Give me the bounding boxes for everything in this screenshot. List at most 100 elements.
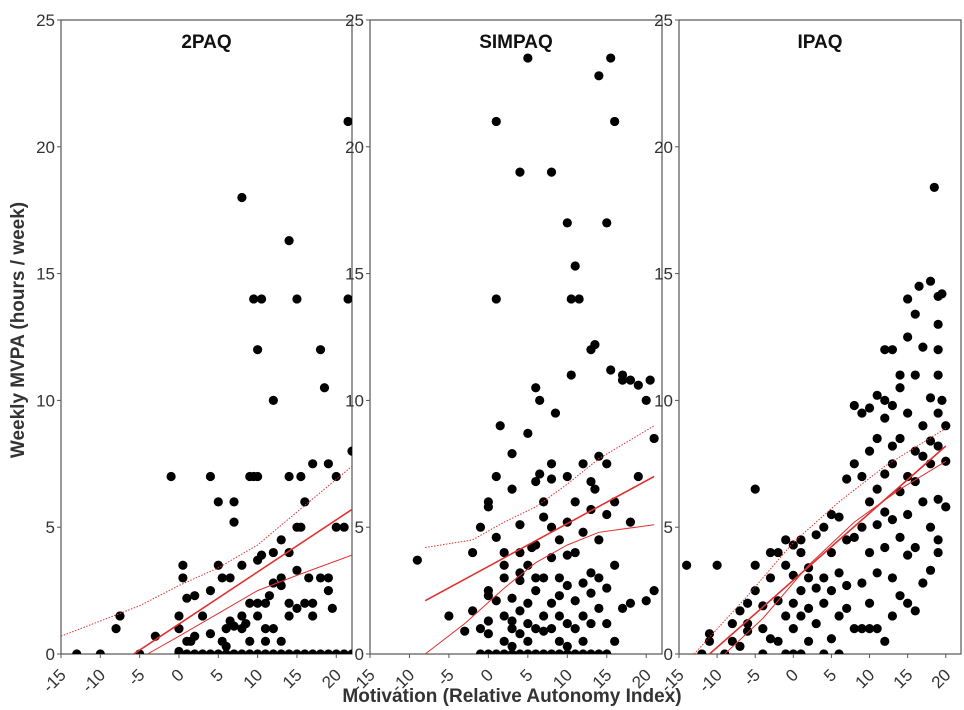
data-point <box>864 446 875 456</box>
data-point <box>315 573 326 583</box>
data-point <box>649 586 659 596</box>
data-point <box>284 649 294 654</box>
data-point <box>483 629 493 639</box>
data-point <box>578 527 588 537</box>
data-point <box>562 218 572 228</box>
data-point <box>586 588 596 598</box>
y-tick-label: 20 <box>36 138 55 157</box>
y-tick-label: 0 <box>355 645 364 664</box>
data-point <box>633 471 643 482</box>
data-point <box>937 395 947 405</box>
data-point <box>933 408 943 418</box>
data-point <box>304 573 314 583</box>
data-point <box>857 522 867 532</box>
data-point <box>704 629 715 639</box>
data-point <box>507 641 517 651</box>
data-point <box>758 649 768 654</box>
data-point <box>554 535 565 545</box>
data-point <box>610 560 620 570</box>
x-tick-label: -10 <box>695 665 726 696</box>
ci-lower-line <box>724 460 947 654</box>
data-point <box>910 542 920 553</box>
data-point <box>811 618 821 629</box>
data-point <box>546 624 557 634</box>
data-point <box>910 606 920 616</box>
data-point <box>308 611 318 621</box>
data-point <box>562 580 572 591</box>
data-point <box>781 611 791 621</box>
y-tick-label: 10 <box>654 391 673 410</box>
data-point <box>803 573 814 583</box>
data-point <box>697 649 707 654</box>
data-point <box>864 497 875 507</box>
data-point <box>910 476 920 487</box>
data-point <box>857 471 867 482</box>
data-point <box>499 547 509 558</box>
data-point <box>562 550 572 560</box>
data-point <box>842 535 852 545</box>
data-point <box>903 509 913 520</box>
data-point <box>849 459 859 469</box>
data-point <box>727 636 737 646</box>
data-point <box>308 598 318 608</box>
data-point <box>507 649 517 654</box>
data-point <box>781 560 791 570</box>
y-tick-label: 10 <box>36 391 55 410</box>
data-point <box>826 634 837 644</box>
x-tick-label: 15 <box>279 665 306 692</box>
x-tick-label: 0 <box>168 665 188 685</box>
data-point <box>750 586 760 596</box>
data-point <box>704 636 715 646</box>
data-point <box>819 573 829 583</box>
data-point <box>197 611 208 621</box>
data-point <box>570 624 580 634</box>
y-tick-label: 20 <box>654 138 673 157</box>
data-point <box>256 294 267 304</box>
data-point <box>347 649 352 654</box>
data-point <box>331 522 341 532</box>
data-point <box>507 449 517 459</box>
data-point <box>872 433 882 444</box>
data-point <box>539 626 549 636</box>
x-tick-label: -10 <box>78 665 109 696</box>
fit-line <box>708 445 947 654</box>
data-point <box>578 611 588 621</box>
data-point <box>925 393 936 403</box>
data-point <box>300 497 310 507</box>
data-point <box>735 641 745 651</box>
data-point <box>594 451 604 461</box>
data-point <box>602 618 612 629</box>
data-point <box>284 598 294 608</box>
data-point <box>586 649 596 654</box>
ci-upper-line <box>425 425 655 548</box>
data-point <box>880 542 890 553</box>
data-point <box>682 560 692 570</box>
x-tick-label: 5 <box>517 665 537 685</box>
x-tick-label: 5 <box>820 665 840 685</box>
data-point <box>554 591 565 601</box>
data-point <box>887 441 898 451</box>
x-tick-label: 0 <box>782 665 802 685</box>
y-tick-label: 25 <box>654 11 673 30</box>
data-point <box>849 400 859 411</box>
data-point <box>550 408 561 418</box>
data-point <box>546 459 557 469</box>
data-point <box>645 375 655 385</box>
data-point <box>887 459 898 469</box>
data-point <box>570 547 580 558</box>
data-point <box>842 603 852 613</box>
data-point <box>221 641 231 651</box>
y-tick-label: 15 <box>654 265 673 284</box>
data-point <box>253 649 263 654</box>
data-point <box>546 522 557 532</box>
data-point <box>918 421 928 431</box>
data-point <box>796 611 806 621</box>
data-point <box>467 606 478 616</box>
data-point <box>229 621 239 631</box>
data-point <box>539 611 549 621</box>
data-point <box>221 649 231 654</box>
data-point <box>467 547 478 558</box>
data-point <box>610 636 620 646</box>
data-point <box>933 494 943 504</box>
data-point <box>531 624 541 634</box>
